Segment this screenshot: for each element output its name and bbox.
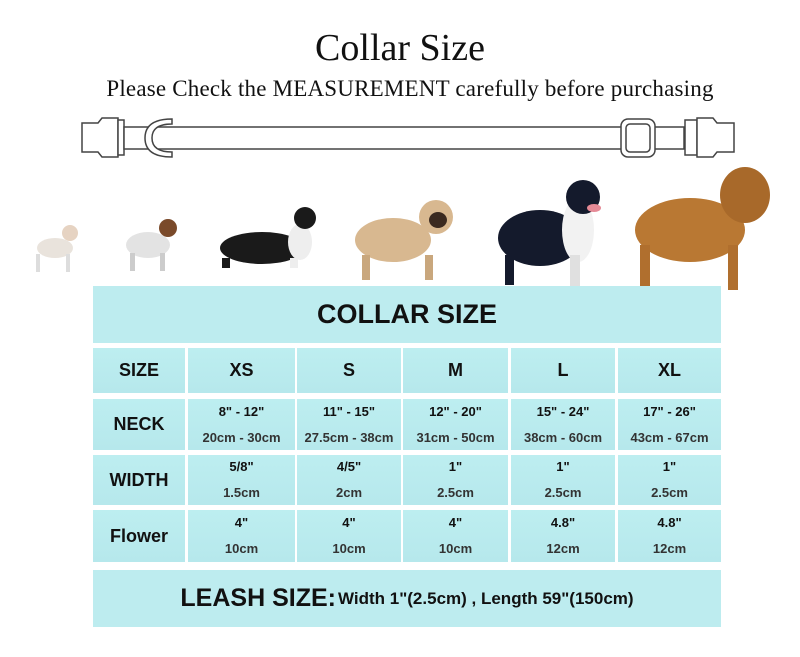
collar-illustration	[81, 117, 735, 158]
imperial-value: 8" - 12"	[218, 403, 265, 419]
imperial-value: 4/5"	[336, 459, 362, 474]
header-cell: L	[511, 348, 615, 393]
row-label-cell: Flower	[93, 510, 185, 562]
header-cell: S	[297, 348, 401, 393]
row-label: NECK	[113, 414, 165, 434]
imperial-value: 4"	[342, 515, 356, 530]
collar-size-heading: COLLAR SIZE	[93, 286, 721, 343]
table-cell: 1" 2.5cm	[403, 455, 508, 505]
metric-value: 2cm	[335, 485, 363, 500]
imperial-value: 1"	[556, 459, 570, 474]
table-cell: 8" - 12" 20cm - 30cm	[188, 399, 295, 450]
briard-icon	[635, 167, 770, 290]
metric-value: 27.5cm - 38cm	[304, 429, 394, 445]
row-label-cell: NECK	[93, 399, 185, 450]
chihuahua-icon	[36, 225, 78, 272]
metric-value: 43cm - 67cm	[630, 429, 709, 445]
page-subtitle: Please Check the MEASUREMENT carefully b…	[106, 76, 714, 101]
australian-shepherd-icon	[498, 180, 601, 287]
metric-value: 10cm	[438, 541, 473, 556]
leash-size-label: LEASH SIZE:	[180, 584, 336, 612]
metric-value: 2.5cm	[651, 485, 688, 500]
imperial-value: 4"	[448, 515, 463, 530]
table-cell: 4.8" 12cm	[511, 510, 615, 562]
imperial-value: 4"	[234, 515, 249, 530]
table-cell: 15" - 24" 38cm - 60cm	[511, 399, 615, 450]
size-xl: XL	[657, 360, 681, 380]
leash-size-banner: LEASH SIZE: Width 1"(2.5cm) , Length 59"…	[93, 570, 721, 627]
size-xs: XS	[229, 360, 254, 380]
corgi-icon	[220, 207, 316, 268]
table-cell: 1" 2.5cm	[511, 455, 615, 505]
row-label: WIDTH	[109, 469, 169, 490]
imperial-value: 1"	[662, 459, 677, 474]
metric-value: 20cm - 30cm	[202, 429, 281, 445]
imperial-value: 15" - 24"	[536, 403, 590, 419]
table-cell: 4.8" 12cm	[618, 510, 721, 562]
table-cell: 12" - 20" 31cm - 50cm	[403, 399, 508, 450]
imperial-value: 4.8"	[550, 515, 576, 530]
metric-value: 10cm	[332, 541, 366, 556]
metric-value: 31cm - 50cm	[416, 429, 495, 445]
size-s: S	[342, 360, 355, 380]
metric-value: 10cm	[224, 541, 259, 556]
imperial-value: 4.8"	[657, 515, 682, 530]
table-cell: 4" 10cm	[297, 510, 401, 562]
size-m: M	[448, 360, 463, 380]
imperial-value: 12" - 20"	[429, 403, 482, 419]
size-l: L	[557, 360, 569, 380]
row-label-cell: WIDTH	[93, 455, 185, 505]
row-label: Flower	[109, 525, 168, 546]
leash-size-detail: Width 1"(2.5cm) , Length 59"(150cm)	[337, 588, 634, 608]
metric-value: 12cm	[546, 541, 580, 556]
metric-value: 12cm	[652, 541, 687, 556]
table-cell: 11" - 15" 27.5cm - 38cm	[297, 399, 401, 450]
metric-value: 2.5cm	[437, 485, 474, 500]
papillon-icon	[126, 219, 177, 271]
table-cell: 5/8" 1.5cm	[188, 455, 295, 505]
header-cell: XS	[188, 348, 295, 393]
imperial-value: 1"	[448, 459, 463, 474]
imperial-value: 17" - 26"	[643, 403, 696, 419]
table-cell: 17" - 26" 43cm - 67cm	[618, 399, 721, 450]
table-cell: 4" 10cm	[188, 510, 295, 562]
pug-icon	[355, 200, 453, 280]
imperial-value: 11" - 15"	[322, 403, 376, 419]
header-cell: M	[403, 348, 508, 393]
metric-value: 1.5cm	[223, 485, 260, 500]
table-cell: 4/5" 2cm	[297, 455, 401, 505]
header-cell: XL	[618, 348, 721, 393]
table-cell: 4" 10cm	[403, 510, 508, 562]
imperial-value: 5/8"	[229, 459, 254, 474]
page-title: Collar Size	[315, 27, 485, 69]
dog-breeds-illustration	[36, 167, 770, 290]
size-label: SIZE	[118, 360, 159, 380]
header-cell: SIZE	[93, 348, 185, 393]
table-cell: 1" 2.5cm	[618, 455, 721, 505]
metric-value: 38cm - 60cm	[523, 429, 603, 445]
metric-value: 2.5cm	[544, 485, 582, 500]
